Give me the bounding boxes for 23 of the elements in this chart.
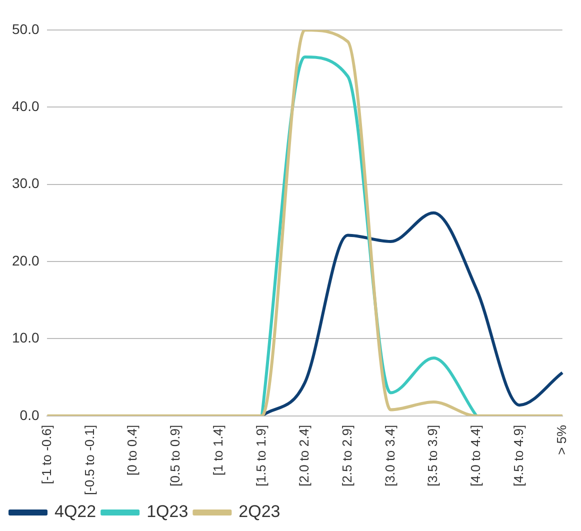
x-tick-label: [-1 to -0.6]	[38, 424, 54, 484]
x-tick-label: [2.0 to 2.4]	[296, 424, 312, 486]
x-tick-label: [0 to 0.4]	[124, 424, 140, 476]
x-tick-label: > 5%	[554, 424, 569, 455]
x-tick-label: [-0.5 to -0.1]	[82, 424, 97, 496]
legend-label: 4Q22	[54, 502, 96, 522]
y-tick-label: 50.0	[12, 20, 40, 37]
x-tick-label: [1 to 1.4]	[210, 424, 226, 476]
legend-label: 1Q23	[146, 502, 188, 522]
y-tick-label: 20.0	[12, 252, 40, 268]
x-tick-label: [1.5 to 1.9]	[253, 424, 268, 486]
x-tick-label: [2.5 to 2.9]	[339, 424, 354, 486]
x-tick-label: [4.0 to 4.4]	[468, 424, 484, 486]
x-tick-label: [3.0 to 3.4]	[382, 424, 398, 486]
legend-label: 2Q23	[238, 502, 280, 522]
y-tick-label: 40.0	[12, 98, 40, 114]
x-tick-label: [3.5 to 3.9]	[425, 424, 440, 486]
y-tick-label: 10.0	[12, 330, 40, 346]
y-tick-label: 0.0	[20, 406, 40, 423]
x-tick-label: [4.5 to 4.9]	[511, 424, 526, 486]
x-tick-label: [0.5 to 0.9]	[168, 424, 183, 486]
y-tick-label: 30.0	[12, 175, 40, 192]
line-series	[46, 30, 564, 416]
